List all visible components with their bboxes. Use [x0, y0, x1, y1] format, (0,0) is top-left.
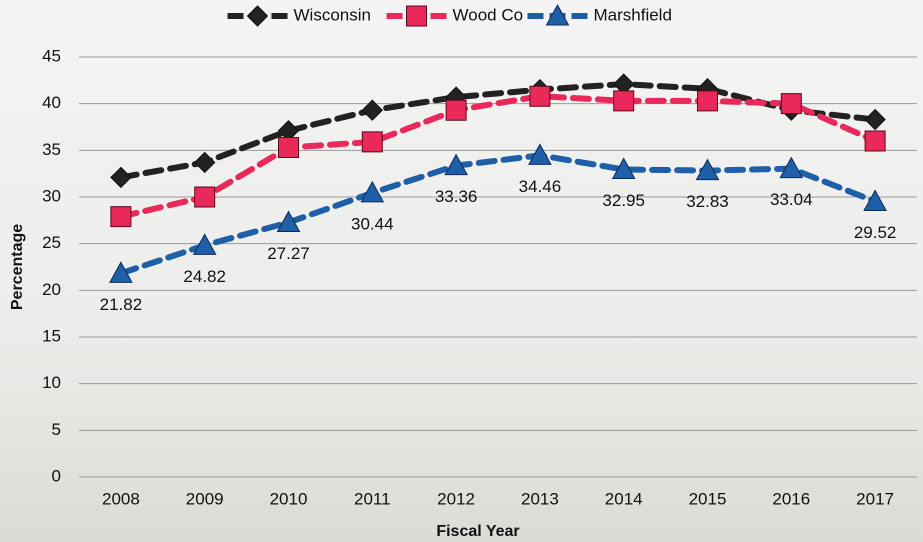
x-tick-label: 2013 [521, 489, 559, 508]
y-tick-label: 20 [42, 280, 61, 299]
marker [865, 131, 885, 151]
data-label: 32.83 [686, 192, 729, 211]
x-tick-label: 2008 [102, 489, 140, 508]
x-tick-label: 2017 [856, 489, 894, 508]
legend-label: Wood Co [453, 5, 524, 24]
data-label: 34.46 [519, 177, 562, 196]
marker [446, 100, 466, 120]
chart: Fiscal Year Percentage 0 5 10 15 20 25 30 35 40 4… [0, 0, 923, 542]
data-label: 24.82 [183, 267, 226, 286]
data-label: 21.82 [100, 295, 143, 314]
data-label: 30.44 [351, 214, 394, 233]
x-tick-label: 2016 [772, 489, 810, 508]
data-label: 33.04 [770, 190, 813, 209]
y-tick-label: 25 [42, 233, 61, 252]
data-label: 29.52 [854, 223, 897, 242]
y-tick-label: 45 [42, 46, 61, 65]
x-tick-label: 2012 [437, 489, 475, 508]
marker [195, 187, 215, 207]
marker [111, 207, 131, 227]
marker [530, 86, 550, 106]
data-label: 33.36 [435, 187, 478, 206]
background [0, 0, 923, 542]
marker [407, 6, 427, 26]
y-axis-title: Percentage [9, 224, 26, 310]
y-tick-label: 15 [42, 326, 61, 345]
marker [781, 94, 801, 114]
marker [279, 138, 299, 158]
x-axis-title: Fiscal Year [436, 523, 519, 540]
x-tick-label: 2009 [186, 489, 224, 508]
data-label: 32.95 [602, 191, 645, 210]
y-tick-label: 30 [42, 186, 61, 205]
marker [614, 91, 634, 111]
marker [362, 132, 382, 152]
y-tick-label: 0 [52, 466, 61, 485]
x-tick-label: 2014 [605, 489, 643, 508]
data-label: 27.27 [267, 244, 310, 263]
marker [698, 91, 718, 111]
x-tick-label: 2015 [689, 489, 727, 508]
x-tick-label: 2010 [270, 489, 308, 508]
x-tick-label: 2011 [354, 489, 391, 508]
y-tick-label: 10 [42, 373, 61, 392]
y-tick-label: 5 [52, 420, 61, 439]
y-tick-label: 35 [42, 140, 61, 159]
legend-label: Wisconsin [294, 5, 371, 24]
legend-label: Marshfield [594, 5, 672, 24]
y-tick-label: 40 [42, 93, 61, 112]
